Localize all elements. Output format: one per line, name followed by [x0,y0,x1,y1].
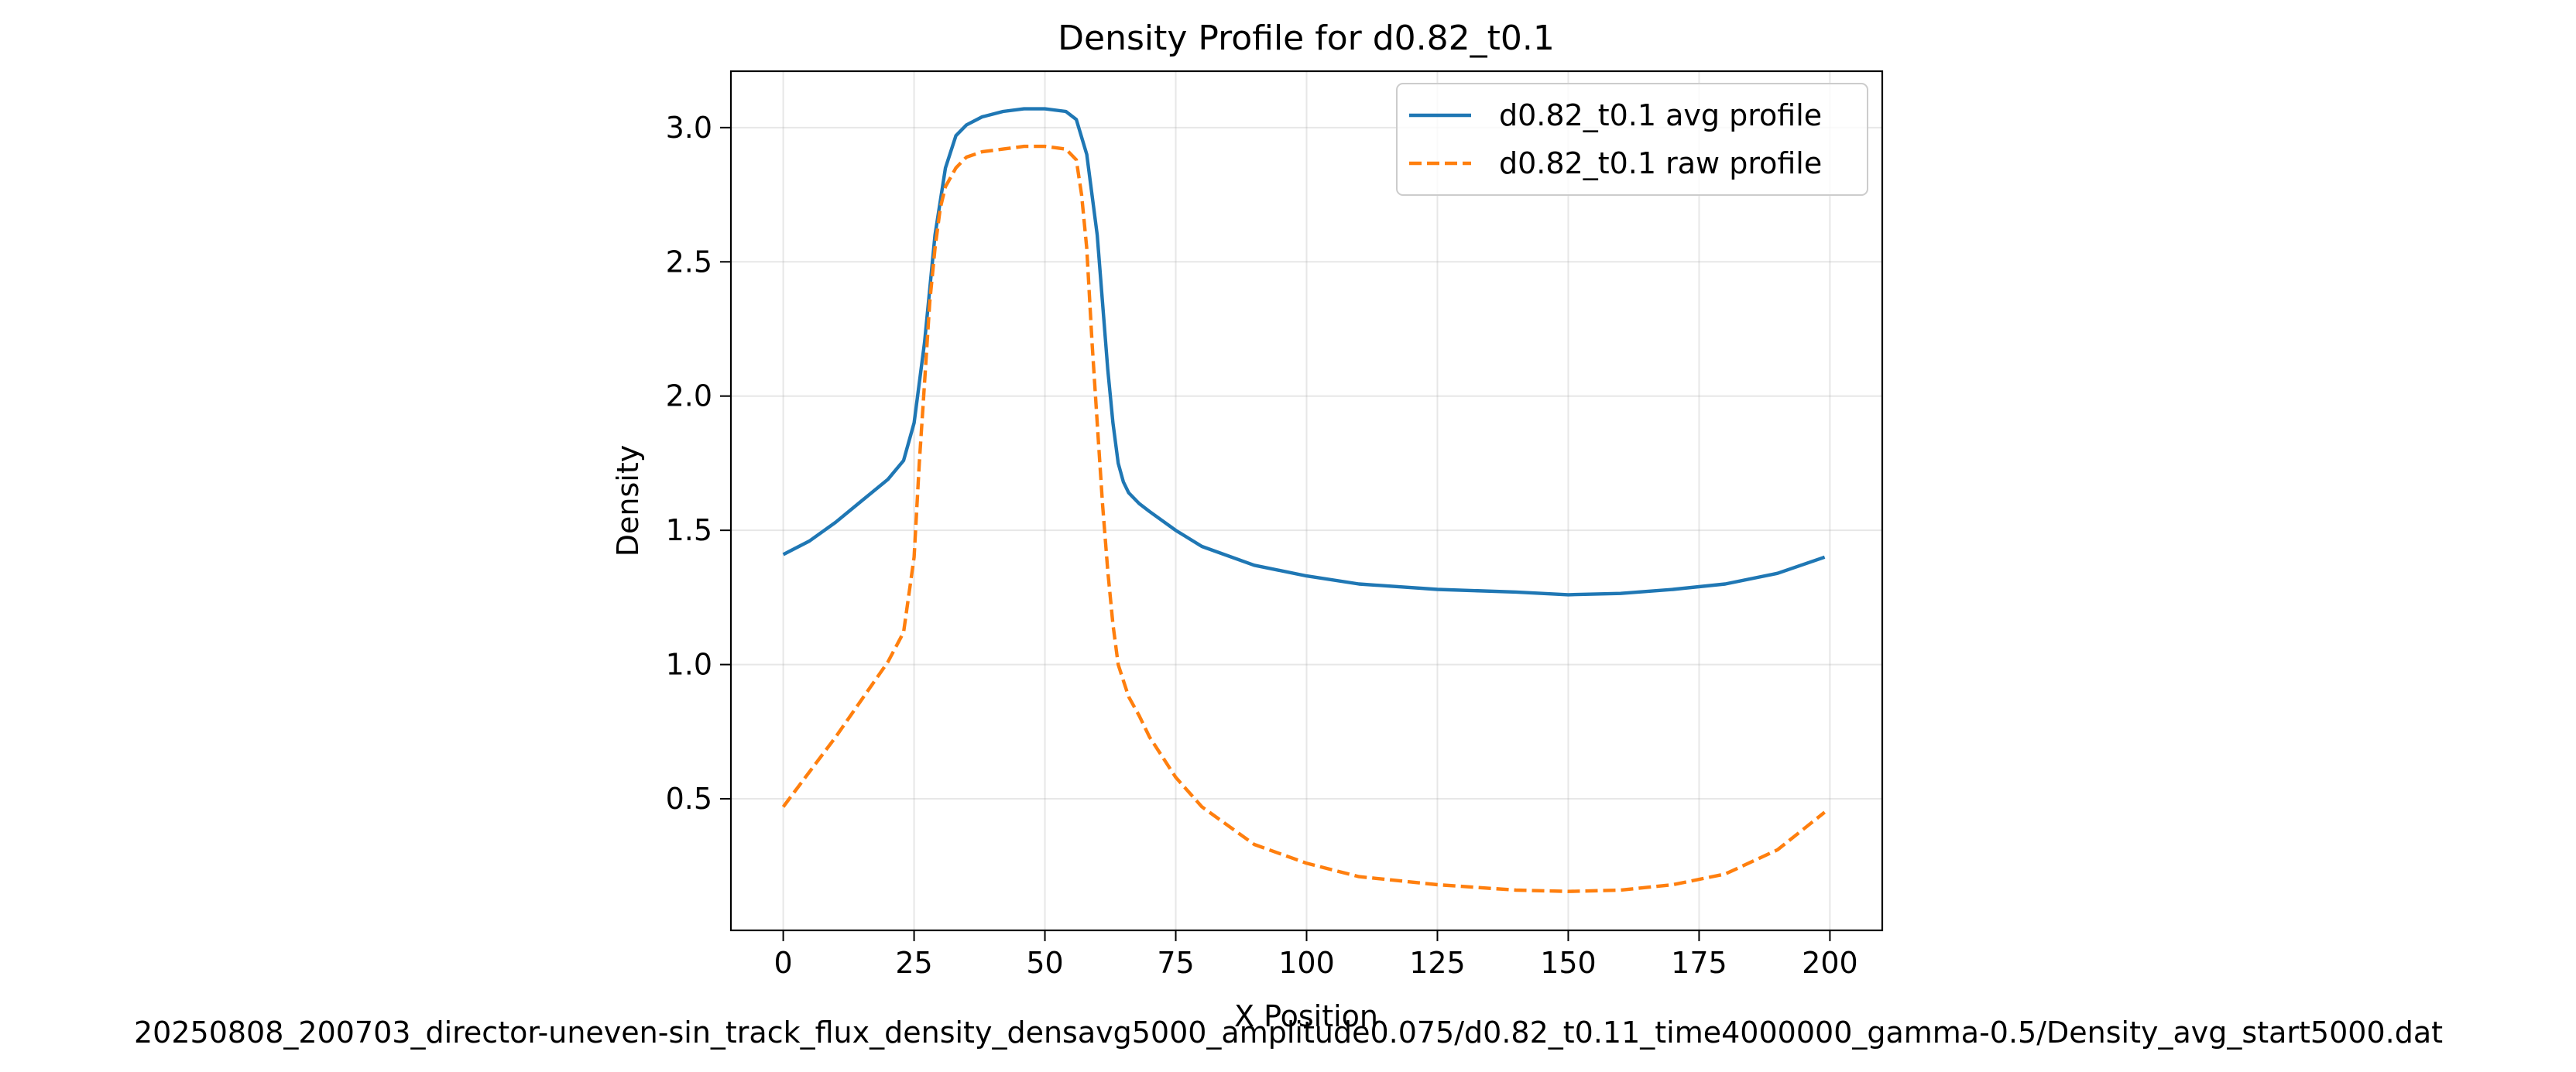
y-tick-label-5: 3.0 [666,111,712,145]
x-tick-label-6: 150 [1540,946,1597,980]
x-tick-label-3: 75 [1157,946,1194,980]
legend-label-avg-profile: d0.82_t0.1 avg profile [1499,98,1822,132]
x-tick-label-7: 175 [1671,946,1727,980]
x-tick-label-1: 25 [895,946,932,980]
legend: d0.82_t0.1 avg profile d0.82_t0.1 raw pr… [1396,83,1868,196]
y-tick-label-0: 0.5 [666,782,712,816]
raw-profile-line [781,144,1826,893]
y-tick-label-1: 1.0 [666,648,712,682]
avg-profile-line [782,107,1826,597]
y-axis-label: Density [611,445,645,557]
file-path-caption: 20250808_200703_director-uneven-sin_trac… [134,1015,2443,1050]
chart-title: Density Profile for d0.82_t0.1 [1058,19,1555,58]
grid-lines [731,71,1882,930]
x-tick-label-8: 200 [1802,946,1858,980]
y-tick-label-2: 1.5 [666,513,712,547]
x-tick-label-0: 0 [773,946,792,980]
x-axis-label: X Position [1234,999,1378,1033]
series-lines [781,107,1826,893]
y-tick-label-3: 2.0 [666,379,712,413]
x-tick-label-5: 125 [1409,946,1466,980]
y-tick-label-4: 2.5 [666,245,712,279]
legend-label-raw-profile: d0.82_t0.1 raw profile [1499,146,1822,180]
legend-box [1396,83,1868,196]
x-tick-label-4: 100 [1278,946,1335,980]
axis-ticks: 0 25 50 75 100 125 150 175 200 0.5 1.0 1.5 2.0 2.5 3.0 [666,111,1858,980]
x-tick-label-2: 50 [1026,946,1063,980]
